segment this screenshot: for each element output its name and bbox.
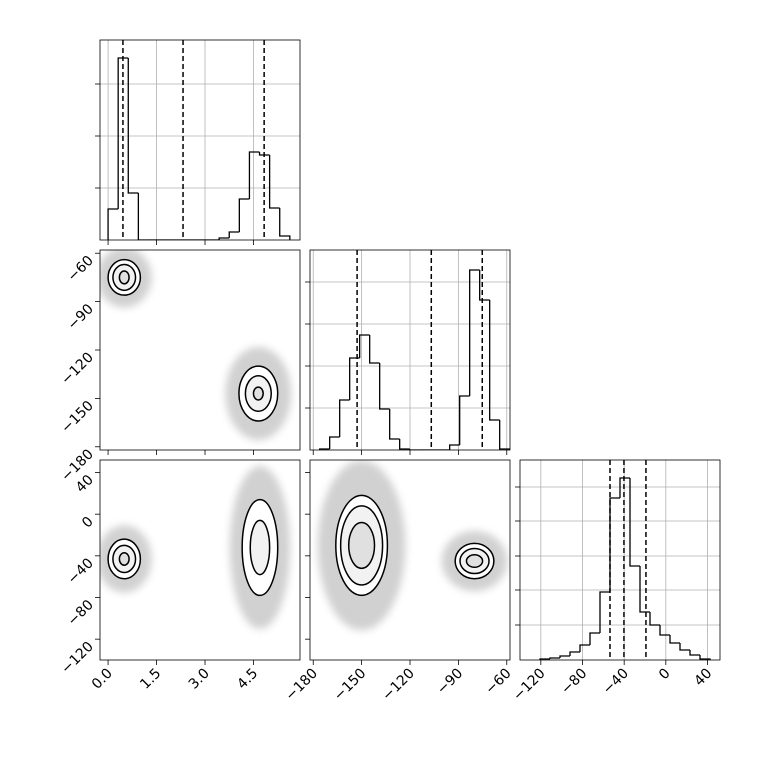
histogram-bin: [549, 657, 560, 659]
histogram-bin: [659, 625, 670, 636]
histogram-bin: [339, 399, 350, 437]
histogram-bin: [699, 655, 711, 660]
x-tick-label: −120: [379, 666, 418, 705]
histogram-bin: [629, 478, 640, 567]
panel-frame: [519, 459, 721, 661]
histogram-bin: [459, 395, 470, 445]
contour-level: [465, 554, 484, 569]
contour-level: [118, 270, 130, 285]
histogram-bin: [107, 208, 119, 240]
x-tick-label: −180: [283, 666, 322, 705]
histogram-bin: [248, 151, 260, 199]
panel-frame: [99, 249, 301, 451]
histogram-bin: [589, 632, 600, 645]
histogram-bin: [689, 650, 700, 656]
contour-level: [118, 551, 130, 566]
histogram-bin: [649, 612, 660, 626]
histogram-bin: [479, 270, 490, 301]
panel: [95, 39, 301, 245]
histogram-bin: [559, 655, 570, 658]
histogram-bin: [669, 635, 680, 644]
x-tick-label: −120: [510, 666, 549, 705]
plot-area: [107, 40, 291, 240]
panel: [305, 249, 511, 455]
panel-frame: [309, 249, 511, 451]
histogram-bin: [579, 644, 590, 652]
panel-frame: [99, 39, 301, 241]
histogram-bin: [349, 357, 360, 400]
y-tick-label: −40: [65, 555, 97, 587]
plot-area: [100, 250, 292, 441]
x-tick-label: −90: [434, 666, 466, 698]
x-tick-label: 1.5: [137, 666, 164, 693]
panel-frame: [99, 459, 301, 661]
histogram-bin: [409, 449, 420, 450]
histogram-bin: [379, 363, 390, 410]
histogram-bin: [399, 439, 410, 450]
y-tick-label: −90: [65, 301, 97, 333]
histogram-bin: [117, 57, 129, 209]
panel: −120 −80 −40 0 40: [510, 459, 721, 705]
contour-level: [249, 519, 271, 576]
histogram-bin: [218, 237, 230, 240]
histogram-bin: [137, 193, 149, 240]
x-tick-label: 3.0: [186, 666, 213, 693]
histogram-bin: [238, 198, 250, 232]
y-tick-label: −120: [58, 639, 97, 678]
panel-frame: [309, 459, 511, 661]
x-tick-label: −150: [331, 666, 370, 705]
panel: −180 −150 −120 −90 −60: [283, 459, 515, 705]
y-tick-label: −80: [65, 597, 97, 629]
panel: −60−90−120−150−180: [58, 249, 301, 485]
x-tick-label: −80: [558, 666, 590, 698]
x-tick-label: 0.0: [89, 666, 116, 693]
contour-level: [347, 521, 376, 570]
histogram-bin: [599, 591, 610, 633]
plot-area: [317, 460, 508, 631]
histogram-bin: [389, 409, 400, 440]
histogram-bin: [127, 58, 139, 194]
histogram-bin: [268, 155, 280, 209]
y-tick-label: 0: [79, 514, 97, 532]
histogram-bin: [449, 444, 460, 450]
y-tick-label: −150: [58, 398, 97, 437]
histogram-bin: [228, 231, 240, 238]
histogram-bin: [569, 651, 580, 656]
histogram-bin: [639, 566, 650, 613]
plot-area: [539, 460, 711, 660]
histogram-bin: [619, 477, 630, 498]
y-tick-label: −120: [58, 350, 97, 389]
histogram-bin: [489, 300, 500, 421]
x-tick-label: −40: [600, 666, 632, 698]
plot-area: [100, 466, 291, 629]
x-tick-label: 40: [691, 666, 715, 690]
y-tick-label: −60: [65, 253, 97, 285]
histogram-bin: [359, 334, 370, 358]
contour-level: [252, 386, 264, 401]
histogram-bin: [469, 269, 480, 396]
plot-area: [319, 250, 510, 450]
x-tick-label: 4.5: [234, 666, 261, 693]
histogram-bin: [329, 436, 340, 449]
histogram-bin: [609, 497, 620, 592]
histogram-bin: [258, 152, 270, 156]
histogram-bin: [679, 643, 690, 651]
x-tick-label: 0: [656, 666, 674, 684]
histogram-bin: [499, 420, 510, 450]
histogram-bin: [279, 208, 291, 240]
histogram-bin: [369, 335, 380, 364]
